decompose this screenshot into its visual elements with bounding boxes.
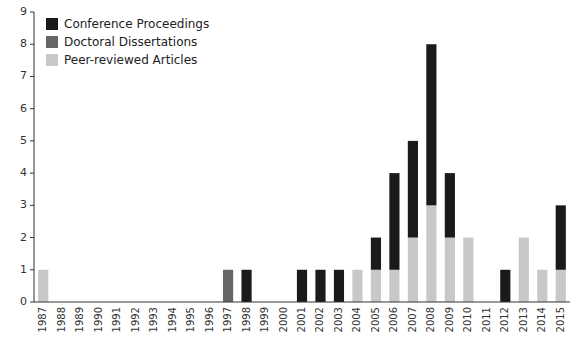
bar-segment xyxy=(537,269,547,270)
x-tick-label: 2015 xyxy=(555,307,566,332)
bar-segment xyxy=(463,237,473,238)
bar-segment xyxy=(408,141,418,238)
bar-segment xyxy=(500,270,510,302)
bar-segment xyxy=(223,269,233,270)
bar-segment xyxy=(463,238,473,302)
x-tick-label: 2003 xyxy=(333,307,344,332)
y-tick xyxy=(30,205,34,206)
y-tick xyxy=(30,269,34,270)
x-tick-label: 1987 xyxy=(37,307,48,332)
bar-segment xyxy=(371,270,381,302)
chart: 0 1 2 3 4 5 6 7 8 9 1987 1988 1989 1990 1991 1992 1993 19… xyxy=(0,0,582,344)
bar-segment xyxy=(38,269,48,270)
y-tick-label: 9 xyxy=(20,5,27,18)
x-tick-label: 2010 xyxy=(462,307,473,332)
y-tick xyxy=(30,76,34,77)
bar-segment xyxy=(389,270,399,302)
bar-segment xyxy=(315,270,325,302)
x-tick-label: 1992 xyxy=(130,307,141,332)
y-tick-label: 6 xyxy=(20,102,27,115)
y-tick xyxy=(30,302,34,303)
bar-segment xyxy=(223,270,233,302)
legend-swatch xyxy=(46,36,58,48)
bar-segment xyxy=(352,270,362,302)
x-tick-label: 2011 xyxy=(481,307,492,332)
bar-segment xyxy=(334,270,344,302)
bars xyxy=(38,44,566,302)
x-tick-label: 2006 xyxy=(388,307,399,332)
x-tick-label: 1993 xyxy=(148,307,159,332)
bar-segment xyxy=(408,238,418,302)
y-tick-label: 7 xyxy=(20,69,27,82)
y-axis-line xyxy=(34,12,35,302)
y-tick-label: 0 xyxy=(20,295,27,308)
y-tick-label: 4 xyxy=(20,166,27,179)
bar-segment xyxy=(38,269,48,270)
bar-segment xyxy=(426,205,436,302)
legend-swatch xyxy=(46,18,58,30)
y-tick xyxy=(30,44,34,45)
x-axis-line xyxy=(34,302,570,303)
x-tick-label: 2000 xyxy=(278,307,289,332)
x-tick-label: 2004 xyxy=(351,307,362,332)
x-tick-label: 1996 xyxy=(204,307,215,332)
bar-segment xyxy=(241,270,251,302)
x-tick-label: 1989 xyxy=(74,307,85,332)
bar-segment xyxy=(371,238,381,270)
bar-segment xyxy=(445,173,455,237)
legend-label: Conference Proceedings xyxy=(64,17,209,31)
bar-segment xyxy=(352,269,362,270)
x-tick-label: 1991 xyxy=(111,307,122,332)
bar-segment xyxy=(556,205,566,269)
x-tick-label: 2014 xyxy=(536,307,547,332)
x-tick-label: 2001 xyxy=(296,307,307,332)
x-tick-label: 1988 xyxy=(56,307,67,332)
bar-segment xyxy=(297,270,307,302)
y-tick xyxy=(30,140,34,141)
x-tick-label: 2005 xyxy=(370,307,381,332)
bar-segment xyxy=(537,269,547,270)
x-tick-label: 2007 xyxy=(407,307,418,332)
bar-segment xyxy=(426,44,436,205)
x-tick-label: 2013 xyxy=(518,307,529,332)
x-tick-label: 2008 xyxy=(425,307,436,332)
x-tick-label: 2012 xyxy=(499,307,510,332)
bar-segment xyxy=(519,237,529,238)
bar-segment xyxy=(445,238,455,302)
bar-segment xyxy=(556,270,566,302)
x-tick-label: 1995 xyxy=(185,307,196,332)
y-tick-label: 5 xyxy=(20,134,27,147)
bar-segment xyxy=(389,173,399,270)
x-tick-label: 1990 xyxy=(93,307,104,332)
y-tick-label: 1 xyxy=(20,263,27,276)
x-tick-label: 1999 xyxy=(259,307,270,332)
y-tick xyxy=(30,108,34,109)
x-tick-label: 2009 xyxy=(444,307,455,332)
bar-segment xyxy=(519,237,529,238)
bar-segment xyxy=(463,237,473,238)
axes: 0 1 2 3 4 5 6 7 8 9 1987 1988 1989 1990 1991 1992 1993 19… xyxy=(20,5,570,332)
y-tick xyxy=(30,12,34,13)
bar-segment xyxy=(38,270,48,302)
bar-segment xyxy=(537,270,547,302)
bar-segment xyxy=(519,238,529,302)
legend-label: Peer-reviewed Articles xyxy=(64,53,197,67)
legend-swatch xyxy=(46,54,58,66)
x-tick-label: 1994 xyxy=(167,307,178,332)
legend: Conference Proceedings Doctoral Dissertat… xyxy=(46,17,209,67)
bar-segment xyxy=(352,269,362,270)
x-tick-label: 2002 xyxy=(314,307,325,332)
y-tick-label: 2 xyxy=(20,231,27,244)
y-tick-label: 8 xyxy=(20,37,27,50)
x-tick-label: 1998 xyxy=(241,307,252,332)
y-tick-label: 3 xyxy=(20,198,27,211)
x-tick-label: 1997 xyxy=(222,307,233,332)
y-tick xyxy=(30,237,34,238)
y-tick xyxy=(30,173,34,174)
legend-label: Doctoral Dissertations xyxy=(64,35,197,49)
